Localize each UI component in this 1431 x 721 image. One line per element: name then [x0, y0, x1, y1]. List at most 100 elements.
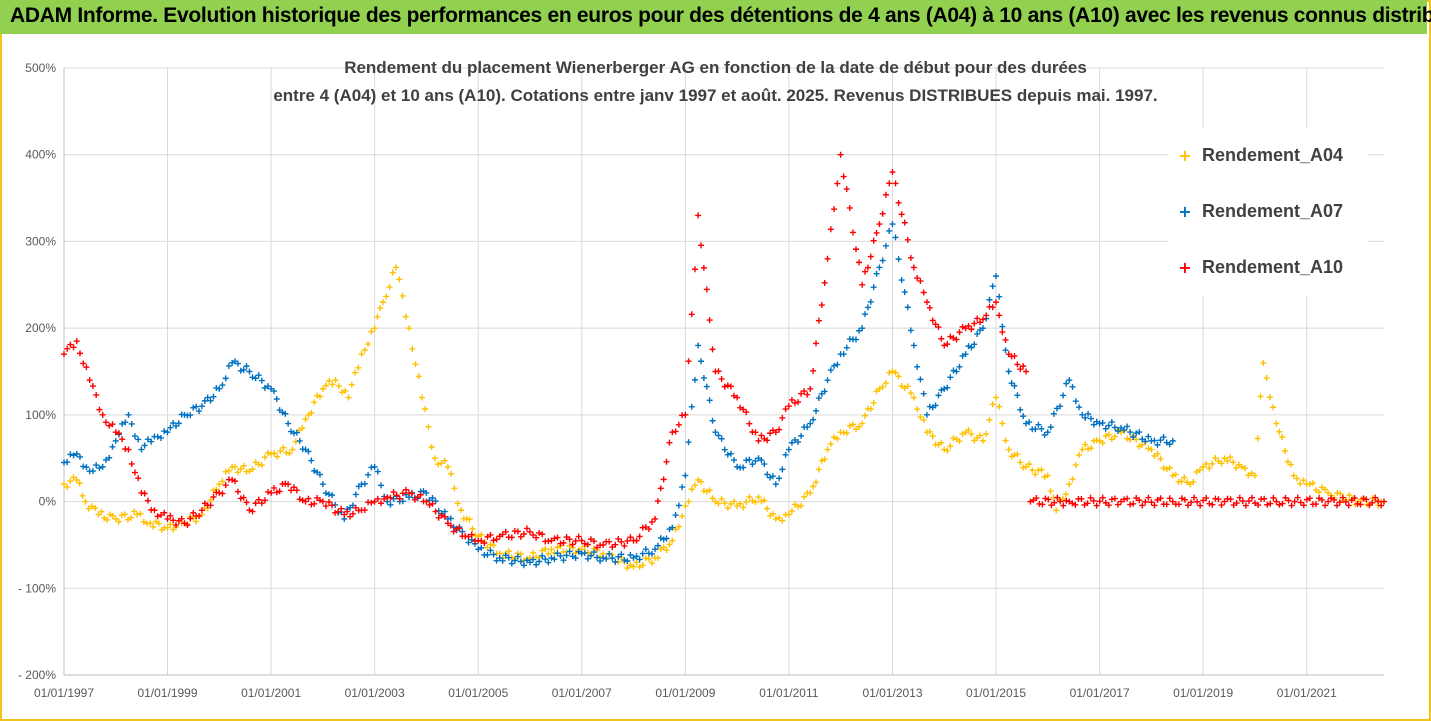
data-point	[106, 454, 113, 461]
data-point	[1108, 496, 1115, 503]
data-point	[1351, 495, 1358, 502]
data-point	[131, 469, 138, 476]
data-point	[821, 456, 828, 463]
data-point	[1163, 439, 1170, 446]
data-point	[1060, 502, 1067, 509]
data-point	[234, 488, 241, 495]
data-point	[926, 304, 933, 311]
data-point	[1200, 463, 1207, 470]
data-point	[843, 186, 850, 193]
data-point	[161, 428, 168, 435]
data-point	[834, 180, 841, 187]
data-point	[1248, 470, 1255, 477]
data-point	[764, 505, 771, 512]
data-point	[590, 538, 597, 545]
data-point	[240, 366, 247, 373]
data-point	[431, 455, 438, 462]
data-point	[824, 377, 831, 384]
data-point	[1363, 496, 1370, 503]
data-point	[986, 296, 993, 303]
data-point	[222, 482, 229, 489]
data-point	[615, 553, 622, 560]
data-point	[941, 342, 948, 349]
data-point	[530, 556, 537, 563]
data-point	[1233, 464, 1240, 471]
data-point	[1251, 472, 1258, 479]
data-point	[319, 498, 326, 505]
data-point	[1063, 497, 1070, 504]
data-point	[1215, 496, 1222, 503]
data-point	[134, 511, 141, 518]
data-point	[968, 326, 975, 333]
data-point	[840, 173, 847, 180]
data-point	[265, 488, 272, 495]
data-point	[827, 367, 834, 374]
data-point	[956, 438, 963, 445]
data-point	[1099, 494, 1106, 501]
data-point	[1069, 476, 1076, 483]
data-point	[502, 552, 509, 559]
data-point	[898, 211, 905, 218]
data-point	[1169, 472, 1176, 479]
data-point	[977, 319, 984, 326]
data-point	[1108, 419, 1115, 426]
data-point	[1297, 499, 1304, 506]
data-point	[329, 502, 336, 509]
data-point	[672, 428, 679, 435]
data-point	[791, 436, 798, 443]
data-point	[1151, 453, 1158, 460]
data-point	[1282, 494, 1289, 501]
data-point	[648, 550, 655, 557]
data-point	[1079, 411, 1086, 418]
data-point	[441, 513, 448, 520]
data-point	[731, 498, 738, 505]
legend-label-a04: Rendement_A04	[1202, 144, 1344, 165]
data-point	[950, 435, 957, 442]
data-point	[706, 397, 713, 404]
data-point	[99, 463, 106, 470]
data-point	[1227, 454, 1234, 461]
data-point	[484, 551, 491, 558]
data-point	[1157, 495, 1164, 502]
x-tick-label: 01/01/2001	[241, 686, 301, 700]
data-point	[1060, 392, 1067, 399]
data-point	[862, 268, 869, 275]
data-point	[207, 497, 214, 504]
data-point	[584, 541, 591, 548]
data-point	[261, 497, 268, 504]
data-point	[824, 446, 831, 453]
data-point	[590, 549, 597, 556]
data-point	[1166, 464, 1173, 471]
data-point	[225, 467, 232, 474]
data-point	[886, 180, 893, 187]
data-point	[484, 533, 491, 540]
data-point	[621, 542, 628, 549]
data-point	[487, 531, 494, 538]
data-point	[225, 362, 232, 369]
data-point	[910, 264, 917, 271]
data-point	[542, 556, 549, 563]
data-point	[986, 416, 993, 423]
data-point	[1248, 494, 1255, 501]
data-point	[423, 498, 430, 505]
y-tick-label: 300%	[25, 234, 56, 248]
data-point	[106, 422, 113, 429]
data-point	[1279, 500, 1286, 507]
data-point	[1017, 366, 1024, 373]
data-point	[795, 439, 802, 446]
data-point	[1227, 496, 1234, 503]
data-point	[1079, 446, 1086, 453]
data-point	[898, 383, 905, 390]
data-point	[740, 464, 747, 471]
data-point	[1139, 441, 1146, 448]
data-point	[698, 478, 705, 485]
data-point	[412, 361, 419, 368]
data-point	[86, 377, 93, 384]
data-point	[548, 554, 555, 561]
data-point	[843, 430, 850, 437]
data-point	[270, 484, 277, 491]
data-point	[1322, 502, 1329, 509]
data-point	[389, 269, 396, 276]
data-point	[128, 514, 135, 521]
data-point	[441, 508, 448, 515]
